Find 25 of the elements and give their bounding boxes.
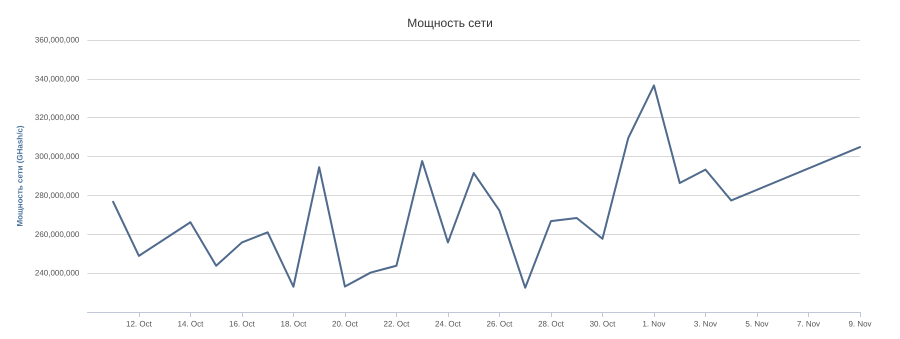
y-axis-title: Мощность сети (GHash/с) <box>16 125 24 227</box>
x-tick-label: 14. Oct <box>178 320 204 328</box>
x-tick-label: 22. Oct <box>384 320 410 328</box>
x-tick-label: 18. Oct <box>280 320 308 328</box>
line-series <box>112 84 861 289</box>
x-tick-label: 3. Nov <box>694 320 718 328</box>
y-tick-label: 280,000,000 <box>34 190 80 200</box>
y-tick-label: 300,000,000 <box>34 152 80 162</box>
x-tick-label: 24. Oct <box>435 320 462 328</box>
y-tick-label: 320,000,000 <box>34 113 80 122</box>
x-tick-label: 16. Oct <box>229 320 256 328</box>
x-tick-label: 30. Oct <box>590 320 616 328</box>
x-tick-label: 7. Nov <box>796 320 820 328</box>
y-tick-label: 260,000,000 <box>34 230 80 239</box>
x-tick-label: 28. Oct <box>538 320 565 328</box>
x-tick-label: 20. Oct <box>332 320 359 328</box>
x-tick-label: 26. Oct <box>486 320 514 328</box>
y-tick-label: 340,000,000 <box>34 74 80 84</box>
y-tick-label: 240,000,000 <box>34 268 80 278</box>
x-tick-label: 5. Nov <box>745 320 769 328</box>
chart-title: Мощность сети <box>407 16 493 30</box>
x-tick-label: 1. Nov <box>642 320 666 328</box>
y-tick-label: 360,000,000 <box>34 36 80 44</box>
x-tick-label: 9. Nov <box>848 320 872 328</box>
x-tick-label: 12. Oct <box>126 320 153 328</box>
